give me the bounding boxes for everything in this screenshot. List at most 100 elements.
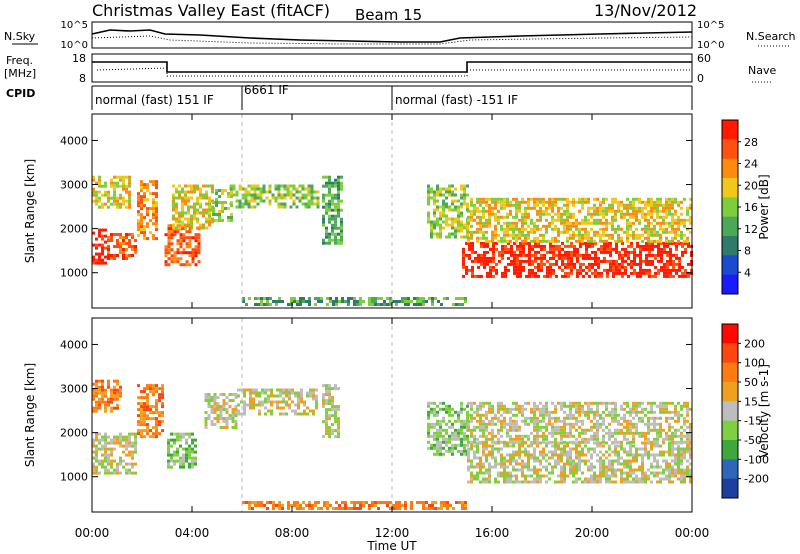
echo-cell <box>524 236 527 240</box>
echo-cell <box>686 431 689 435</box>
echo-cell <box>620 431 623 435</box>
echo-cell <box>436 223 439 227</box>
echo-cell <box>605 450 608 454</box>
echo-cell <box>512 456 515 460</box>
echo-cell <box>554 450 557 454</box>
echo-cell <box>564 244 567 248</box>
echo-cell <box>608 459 611 463</box>
echo-cell <box>578 462 581 466</box>
echo-cell <box>581 459 584 463</box>
echo-cell <box>515 233 518 237</box>
colorbar-tick-label: 28 <box>744 136 758 149</box>
echo-cell <box>457 431 460 435</box>
echo-cell <box>629 428 632 432</box>
echo-cell <box>331 396 334 400</box>
echo-cell <box>325 232 328 236</box>
echo-cell <box>188 239 192 243</box>
echo-cell <box>179 435 182 439</box>
echo-cell <box>219 405 223 408</box>
echo-cell <box>617 209 620 213</box>
echo-cell <box>572 462 575 466</box>
echo-cell <box>285 400 288 404</box>
echo-cell <box>325 432 328 436</box>
echo-cell <box>122 181 125 185</box>
echo-cell <box>176 248 180 252</box>
colorbar-label: Power [dB] <box>757 174 771 239</box>
echo-cell <box>686 474 689 478</box>
echo-cell <box>101 382 104 386</box>
echo-cell <box>492 259 495 263</box>
echo-cell <box>650 233 653 237</box>
echo-cell <box>146 189 149 193</box>
echo-cell <box>128 205 131 209</box>
echo-cell <box>617 453 620 457</box>
echo-cell <box>208 205 211 209</box>
echo-cell <box>560 404 563 408</box>
echo-cell <box>98 432 101 436</box>
echo-cell <box>143 423 146 427</box>
echo-cell <box>587 477 590 481</box>
echo-cell <box>277 184 281 188</box>
echo-cell <box>247 199 251 203</box>
echo-cell <box>653 227 656 231</box>
echo-cell <box>626 233 629 237</box>
echo-cell <box>439 226 442 230</box>
echo-cell <box>587 459 590 463</box>
echo-cell <box>253 187 257 191</box>
echo-cell <box>433 401 436 405</box>
echo-cell <box>231 411 235 414</box>
echo-cell <box>536 224 539 228</box>
echo-cell <box>656 431 659 435</box>
echo-cell <box>307 193 311 197</box>
echo-cell <box>480 274 483 278</box>
echo-cell <box>268 202 272 206</box>
echo-cell <box>659 471 662 475</box>
echo-cell <box>638 480 641 484</box>
echo-cell <box>331 181 334 185</box>
echo-cell <box>627 262 630 266</box>
echo-cell <box>656 474 659 478</box>
echo-cell <box>687 241 690 245</box>
echo-cell <box>334 193 337 197</box>
echo-cell <box>552 253 555 257</box>
echo-cell <box>551 215 554 219</box>
echo-cell <box>497 419 500 423</box>
echo-cell <box>662 401 665 405</box>
echo-cell <box>591 241 594 245</box>
echo-cell <box>614 209 617 213</box>
echo-cell <box>292 187 296 191</box>
echo-cell <box>573 250 576 254</box>
echo-cell <box>518 233 521 237</box>
echo-cell <box>451 431 454 435</box>
echo-cell <box>545 468 548 472</box>
echo-cell <box>128 432 131 436</box>
echo-cell <box>686 471 689 475</box>
echo-cell <box>587 468 590 472</box>
echo-cell <box>312 391 315 395</box>
echo-cell <box>137 228 140 232</box>
echo-cell <box>110 233 113 236</box>
echo-cell <box>659 465 662 469</box>
echo-cell <box>611 434 614 438</box>
echo-cell <box>479 407 482 411</box>
echo-cell <box>416 300 419 303</box>
echo-cell <box>563 404 566 408</box>
echo-cell <box>548 413 551 417</box>
echo-cell <box>140 420 143 424</box>
echo-cell <box>104 432 107 436</box>
echo-cell <box>585 253 588 257</box>
echo-cell <box>113 397 116 401</box>
echo-cell <box>504 250 507 254</box>
echo-cell <box>98 406 101 410</box>
echo-cell <box>179 263 183 267</box>
echo-cell <box>439 214 442 218</box>
echo-cell <box>231 417 235 420</box>
echo-cell <box>98 379 101 383</box>
y-axis-label: Slant Range [km] <box>23 363 37 467</box>
echo-cell <box>98 181 101 185</box>
echo-cell <box>689 462 692 466</box>
echo-cell <box>188 447 191 451</box>
echo-cell <box>579 265 582 269</box>
echo-cell <box>474 274 477 278</box>
echo-cell <box>483 250 486 254</box>
